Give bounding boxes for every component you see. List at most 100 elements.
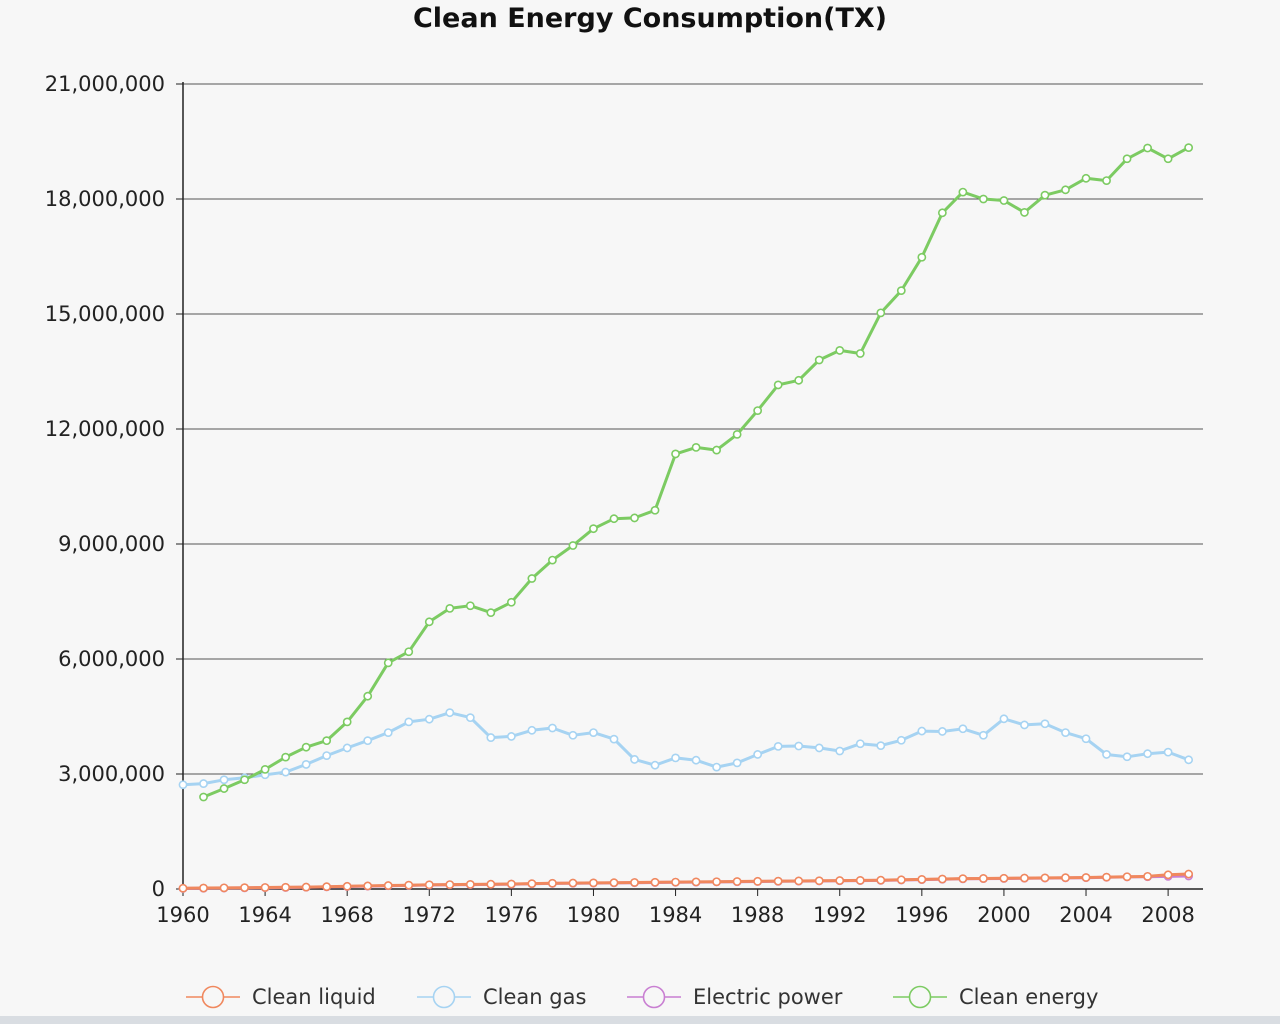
data-point-clean-gas[interactable] [178,780,188,790]
data-point-clean-gas[interactable] [1061,728,1070,737]
data-point-clean-liquid[interactable] [712,877,722,887]
data-point-clean-energy[interactable] [383,658,393,668]
data-point-clean-energy[interactable] [609,514,619,524]
data-point-clean-energy[interactable] [445,604,455,613]
data-point-clean-liquid[interactable] [794,876,804,886]
data-point-clean-gas[interactable] [896,735,906,745]
data-point-clean-liquid[interactable] [917,875,927,884]
data-point-clean-liquid[interactable] [445,880,455,889]
data-point-clean-liquid[interactable] [896,875,906,885]
data-point-clean-energy[interactable] [917,252,927,262]
data-point-clean-liquid[interactable] [404,880,414,890]
data-point-clean-gas[interactable] [465,713,475,723]
data-point-clean-gas[interactable] [1102,750,1111,759]
data-point-clean-energy[interactable] [1061,185,1070,195]
data-point-clean-energy[interactable] [691,442,701,452]
data-point-clean-energy[interactable] [794,375,804,385]
legend-item-clean-energy[interactable]: Clean energy [893,985,1098,1009]
data-point-clean-energy[interactable] [753,406,763,415]
data-point-clean-gas[interactable] [609,734,619,744]
data-point-clean-energy[interactable] [465,601,475,611]
data-point-clean-gas[interactable] [527,725,537,735]
data-point-clean-liquid[interactable] [1040,873,1050,883]
data-point-clean-gas[interactable] [712,762,722,772]
data-point-clean-liquid[interactable] [589,878,598,888]
data-point-clean-gas[interactable] [1184,755,1194,765]
data-point-clean-gas[interactable] [630,755,639,764]
data-point-clean-liquid[interactable] [568,878,578,888]
data-point-clean-liquid[interactable] [1081,873,1091,882]
data-point-clean-gas[interactable] [1020,720,1029,730]
data-point-clean-energy[interactable] [958,187,968,197]
data-point-clean-gas[interactable] [958,724,968,734]
data-point-clean-energy[interactable] [650,505,660,515]
data-point-clean-gas[interactable] [199,779,208,788]
data-point-clean-energy[interactable] [506,597,516,607]
data-point-clean-gas[interactable] [363,736,373,746]
data-point-clean-liquid[interactable] [383,881,393,890]
data-point-clean-energy[interactable] [527,574,537,583]
legend-item-clean-liquid[interactable]: Clean liquid [186,985,376,1009]
data-point-clean-gas[interactable] [917,726,927,736]
data-point-clean-liquid[interactable] [650,877,660,887]
data-point-clean-liquid[interactable] [1184,869,1194,879]
data-point-clean-energy[interactable] [1102,176,1111,185]
data-point-clean-gas[interactable] [814,743,824,753]
data-point-clean-energy[interactable] [363,691,373,701]
data-point-clean-liquid[interactable] [753,876,763,886]
data-point-clean-energy[interactable] [814,355,824,365]
data-point-clean-liquid[interactable] [835,876,845,885]
data-point-clean-liquid[interactable] [1061,873,1070,883]
data-point-clean-energy[interactable] [404,647,414,657]
data-point-clean-gas[interactable] [506,732,516,741]
data-point-clean-gas[interactable] [219,775,229,785]
data-point-clean-energy[interactable] [281,752,291,762]
data-point-clean-gas[interactable] [1040,719,1050,729]
data-point-clean-liquid[interactable] [342,881,352,891]
data-point-clean-gas[interactable] [281,767,291,777]
data-point-clean-liquid[interactable] [609,878,619,888]
data-point-clean-energy[interactable] [342,717,352,727]
data-point-clean-liquid[interactable] [876,875,886,885]
data-point-clean-energy[interactable] [896,286,906,296]
data-point-clean-gas[interactable] [794,741,804,751]
data-point-clean-liquid[interactable] [979,874,988,883]
data-point-clean-energy[interactable] [876,308,886,318]
data-point-clean-energy[interactable] [835,346,845,355]
data-point-clean-energy[interactable] [1122,154,1132,164]
data-point-clean-gas[interactable] [548,723,557,733]
data-point-clean-liquid[interactable] [958,874,968,884]
data-point-clean-energy[interactable] [1184,143,1194,153]
data-point-clean-energy[interactable] [1143,143,1152,153]
data-point-clean-gas[interactable] [342,743,352,753]
data-point-clean-energy[interactable] [1020,208,1029,217]
data-point-clean-liquid[interactable] [486,879,496,889]
data-point-clean-energy[interactable] [486,608,496,618]
legend-item-clean-gas[interactable]: Clean gas [417,985,586,1009]
data-point-clean-energy[interactable] [712,445,722,455]
data-point-clean-energy[interactable] [1163,154,1173,164]
data-point-clean-gas[interactable] [691,755,701,765]
data-point-clean-gas[interactable] [1081,734,1091,744]
data-point-clean-energy[interactable] [671,449,680,459]
data-point-clean-energy[interactable] [1040,190,1050,200]
data-point-clean-liquid[interactable] [671,877,680,887]
data-point-clean-energy[interactable] [999,196,1009,205]
data-point-clean-gas[interactable] [732,758,742,768]
data-point-clean-energy[interactable] [732,429,742,439]
data-point-clean-liquid[interactable] [773,876,783,886]
data-point-clean-liquid[interactable] [260,883,270,892]
data-point-clean-energy[interactable] [979,194,988,204]
data-point-clean-liquid[interactable] [424,880,434,890]
data-point-clean-gas[interactable] [835,746,845,756]
data-point-clean-energy[interactable] [855,349,865,358]
data-point-clean-gas[interactable] [937,727,947,736]
legend[interactable]: Clean liquid Clean gas Electric power Clean… [186,985,1098,1009]
data-point-clean-liquid[interactable] [506,879,516,889]
data-point-clean-energy[interactable] [589,524,598,534]
data-point-clean-gas[interactable] [301,760,311,769]
data-point-clean-liquid[interactable] [814,876,824,886]
data-point-clean-gas[interactable] [1122,752,1132,762]
data-point-clean-gas[interactable] [383,728,393,737]
data-point-clean-liquid[interactable] [527,879,537,889]
